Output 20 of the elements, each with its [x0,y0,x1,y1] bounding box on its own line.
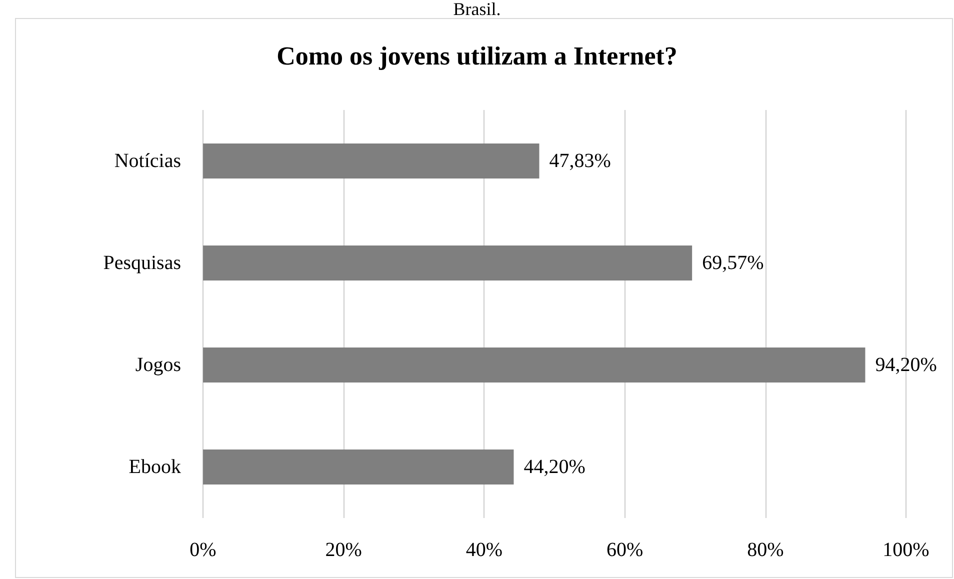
x-tick-label: 0% [190,539,216,561]
x-tick-label: 100% [882,539,930,561]
bar [203,246,692,280]
data-label: 94,20% [875,354,937,376]
data-label: 47,83% [549,150,611,172]
x-tick-label: 80% [747,539,784,561]
y-tick-label: Pesquisas [103,252,182,274]
bar [203,348,866,382]
bar [203,144,540,178]
y-tick-label: Ebook [128,456,181,478]
y-tick-label: Jogos [135,354,182,376]
data-label: 44,20% [524,456,586,478]
chart-title: Como os jovens utilizam a Internet? [276,42,678,70]
x-tick-label: 20% [325,539,362,561]
text: Brasil. [452,0,502,19]
x-tick-label: 60% [606,539,644,561]
bar [203,450,514,484]
x-tick-label: 40% [466,539,503,561]
data-label: 69,57% [702,252,764,274]
y-tick-label: Notícias [114,150,182,172]
